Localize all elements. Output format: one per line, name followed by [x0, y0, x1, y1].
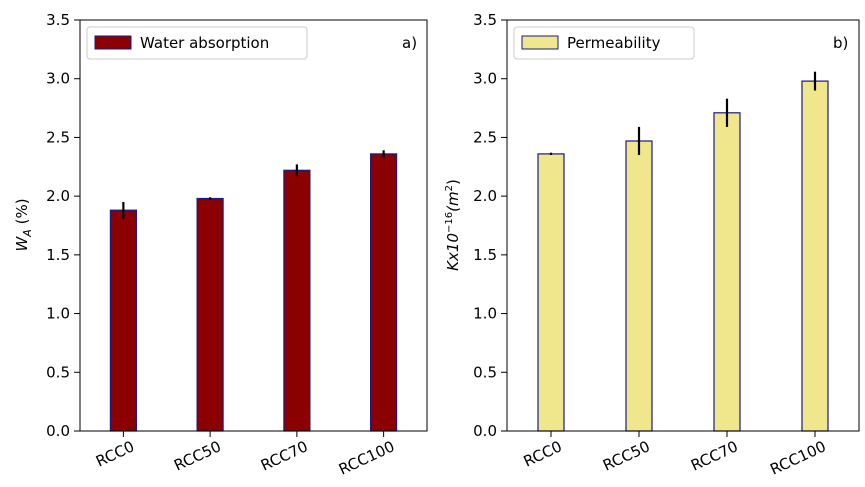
- panel-b-xtick-label: RCC50: [600, 437, 653, 474]
- panel-b-bars: [537, 80, 829, 432]
- panel-b-ylabel-unit-close: ): [444, 179, 462, 185]
- panel-a-ylabel: WA (%): [13, 198, 34, 251]
- panel-a-bars: [109, 153, 398, 432]
- panel-b-axes-frame: [506, 19, 860, 432]
- panel-a-axes-frame: [79, 19, 428, 432]
- panel-b-legend-label: Permeability: [567, 34, 661, 52]
- panel-b-xtick-label: RCC0: [521, 437, 565, 470]
- panel-a-bar: [196, 197, 224, 432]
- panel-a-legend-swatch: [94, 35, 132, 50]
- panel-b-ylabel-unit-exponent: 2: [444, 185, 455, 191]
- panel-b: 0.0 0.5 1.0 1.5 2.0 2.5 3.0 3.5 RCC0 RCC…: [444, 11, 860, 479]
- panel-b-errorbars: [549, 71, 817, 155]
- panel-b-xticks: RCC0 RCC50 RCC70 RCC100: [521, 431, 829, 479]
- panel-a-bar: [370, 153, 398, 432]
- panel-b-ylabel-main: Kx10: [444, 233, 462, 271]
- panel-b-ytick-label: 3.5: [473, 11, 497, 29]
- panel-b-legend-frame: [513, 26, 695, 60]
- panel-a-legend-frame: [86, 26, 308, 60]
- panel-b-ytick-label: 3.0: [473, 70, 497, 88]
- panel-b-xtick-label: RCC100: [767, 437, 828, 478]
- panel-a-xtick-label: RCC50: [171, 437, 224, 474]
- panel-b-ytick-label: 1.0: [473, 305, 497, 323]
- panel-a-bar: [283, 169, 311, 432]
- panel-b-ytick-label: 0.5: [473, 363, 497, 381]
- panel-a-xticks: RCC0 RCC50 RCC70 RCC100: [93, 431, 397, 479]
- panel-b-ylabel: Kx10−16(m2): [444, 179, 462, 271]
- panel-a-bar: [109, 209, 138, 432]
- panel-b-bar: [625, 140, 653, 432]
- panel-b-ytick-label: 0.0: [473, 422, 497, 440]
- panel-a-ytick-label: 1.0: [46, 305, 70, 323]
- panel-b-legend-swatch: [521, 35, 559, 50]
- panel-b-bar: [801, 80, 829, 432]
- panel-a-ytick-label: 0.5: [46, 363, 70, 381]
- panel-a-ytick-label: 0.0: [46, 422, 70, 440]
- panel-b-yticks: 0.0 0.5 1.0 1.5 2.0 2.5 3.0 3.5: [473, 11, 507, 440]
- panel-b-bar: [713, 112, 741, 432]
- panel-a-ytick-label: 3.5: [46, 11, 70, 29]
- panel-a-tag: a): [402, 34, 417, 52]
- panel-a-xtick-label: RCC100: [336, 437, 397, 478]
- panel-a-xtick-label: RCC0: [93, 437, 137, 470]
- panel-a-ytick-label: 1.5: [46, 246, 70, 264]
- panel-a-ytick-label: 2.5: [46, 128, 70, 146]
- panel-b-ytick-label: 1.5: [473, 246, 497, 264]
- panel-a-ytick-label: 2.0: [46, 187, 70, 205]
- panel-a-ylabel-main: W: [13, 236, 31, 252]
- panel-a-ytick-label: 3.0: [46, 70, 70, 88]
- panel-b-ytick-label: 2.5: [473, 128, 497, 146]
- panel-b-legend: Permeability: [513, 26, 695, 60]
- panel-b-tag: b): [833, 34, 848, 52]
- panel-a-legend: Water absorption: [86, 26, 308, 60]
- panel-b-ylabel-unit-open: (m: [444, 191, 462, 211]
- panel-a-ylabel-subscript: A: [21, 229, 34, 238]
- panel-a-xtick-label: RCC70: [258, 437, 311, 474]
- panel-a-legend-label: Water absorption: [140, 34, 269, 52]
- panel-b-ytick-label: 2.0: [473, 187, 497, 205]
- panel-b-bar: [537, 153, 565, 432]
- panel-b-ylabel-exponent: −16: [444, 212, 455, 233]
- panel-b-xtick-label: RCC70: [688, 437, 741, 474]
- panel-a-yticks: 0.0 0.5 1.0 1.5 2.0 2.5 3.0 3.5: [46, 11, 80, 440]
- panel-a: 0.0 0.5 1.0 1.5 2.0 2.5 3.0 3.5 RCC0 RCC…: [13, 11, 428, 479]
- panel-a-ylabel-suffix: (%): [13, 198, 31, 229]
- panel-a-errorbars: [122, 150, 385, 219]
